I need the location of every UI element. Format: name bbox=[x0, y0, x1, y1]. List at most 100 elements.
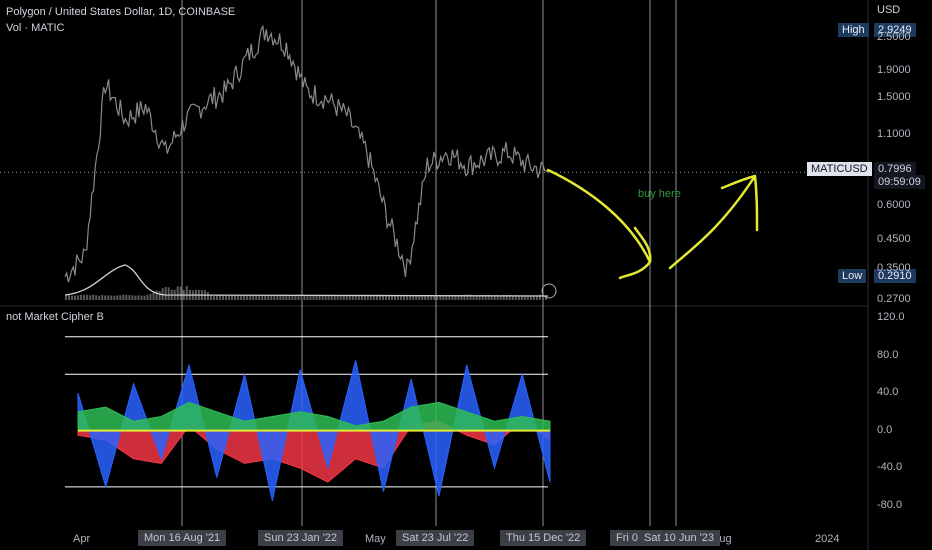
price-tick-label: 1.9000 bbox=[877, 63, 911, 76]
volume-bar bbox=[264, 294, 267, 300]
volume-bar bbox=[77, 295, 80, 300]
volume-bar bbox=[185, 285, 188, 300]
volume-bar bbox=[427, 294, 430, 300]
volume-bar bbox=[523, 295, 526, 300]
osc-tick-label: -80.0 bbox=[877, 498, 903, 511]
volume-bar bbox=[125, 294, 128, 300]
volume-bar bbox=[270, 295, 273, 300]
volume-bar bbox=[300, 295, 303, 300]
volume-bar bbox=[472, 295, 475, 300]
x-label-may: May bbox=[365, 533, 386, 545]
volume-bar bbox=[83, 294, 86, 300]
volume-bar bbox=[279, 295, 282, 300]
volume-bar bbox=[406, 295, 409, 300]
volume-bar bbox=[424, 295, 427, 300]
volume-bar bbox=[526, 295, 529, 300]
volume-ma-line bbox=[64, 264, 549, 297]
x-label-apr: Apr bbox=[73, 533, 91, 545]
volume-bar bbox=[409, 294, 412, 300]
volume-bar bbox=[403, 295, 406, 300]
countdown-label: 09:59:09 bbox=[874, 175, 925, 189]
volume-bar bbox=[363, 295, 366, 300]
volume-bar bbox=[357, 295, 360, 300]
volume-bar bbox=[104, 295, 107, 300]
up-arrow bbox=[668, 174, 759, 270]
volume-bar bbox=[412, 295, 415, 300]
volume-bar bbox=[517, 295, 520, 300]
osc-green-area bbox=[77, 401, 551, 432]
volume-bar bbox=[116, 295, 119, 300]
volume-bar bbox=[418, 295, 421, 300]
volume-bar bbox=[206, 292, 209, 300]
volume-bar bbox=[339, 295, 342, 300]
volume-bar bbox=[149, 293, 152, 300]
volume-bar bbox=[119, 295, 122, 300]
time-pill-4: Thu 15 Dec '22 bbox=[500, 530, 587, 546]
down-arrow bbox=[546, 168, 652, 280]
volume-bar bbox=[107, 295, 110, 300]
volume-bar bbox=[493, 295, 496, 300]
volume-bar bbox=[89, 295, 92, 300]
volume-bar bbox=[496, 294, 499, 300]
volume-bar bbox=[333, 294, 336, 300]
volume-bar bbox=[342, 294, 345, 300]
osc-blue-wave bbox=[77, 360, 551, 502]
volume-bar bbox=[330, 295, 333, 300]
volume-bar bbox=[336, 295, 339, 300]
volume-bar bbox=[351, 294, 354, 300]
volume-bar bbox=[131, 295, 134, 300]
volume-bar bbox=[155, 290, 158, 300]
volume-bar bbox=[143, 295, 146, 300]
volume-bar bbox=[514, 295, 517, 300]
volume-bar bbox=[541, 295, 544, 300]
volume-bar bbox=[101, 294, 104, 300]
volume-bar bbox=[92, 294, 95, 300]
volume-bar bbox=[288, 295, 291, 300]
volume-bar bbox=[360, 294, 363, 300]
time-pill-3: Sat 23 Jul '22 bbox=[396, 530, 475, 546]
volume-bar bbox=[481, 294, 484, 300]
volume-bar bbox=[324, 295, 327, 300]
volume-bar bbox=[110, 295, 113, 300]
volume-bar bbox=[454, 294, 457, 300]
high-value: 2.9249 bbox=[874, 23, 916, 37]
volume-bar bbox=[267, 294, 270, 300]
volume-bar bbox=[122, 294, 125, 300]
volume-bar bbox=[354, 295, 357, 300]
volume-bar bbox=[86, 294, 89, 300]
low-value: 0.2910 bbox=[874, 269, 916, 283]
volume-bar bbox=[249, 295, 252, 300]
volume-bar bbox=[535, 295, 538, 300]
volume-bar bbox=[285, 295, 288, 300]
volume-bar bbox=[520, 295, 523, 300]
volume-bar bbox=[421, 295, 424, 300]
volume-bar bbox=[445, 295, 448, 300]
volume-bar bbox=[508, 295, 511, 300]
osc-tick-label: -40.0 bbox=[877, 461, 903, 474]
volume-bar bbox=[255, 294, 258, 300]
volume-bar bbox=[475, 295, 478, 300]
volume-bar bbox=[381, 295, 384, 300]
time-pill-2: Sun 23 Jan '22 bbox=[258, 530, 344, 546]
volume-bar bbox=[113, 295, 116, 300]
volume-bar bbox=[258, 295, 261, 300]
volume-bar bbox=[511, 295, 514, 300]
volume-bar bbox=[499, 295, 502, 300]
indicator-label: not Market Cipher B bbox=[6, 311, 104, 323]
osc-tick-label: 0.0 bbox=[877, 423, 893, 436]
volume-bar bbox=[327, 295, 330, 300]
volume-bar bbox=[469, 294, 472, 300]
volume-bar bbox=[158, 291, 161, 300]
volume-bar bbox=[487, 294, 490, 300]
volume-bar bbox=[312, 295, 315, 300]
volume-bar bbox=[451, 295, 454, 300]
price-tick-label: 0.2700 bbox=[877, 293, 911, 305]
volume-bar bbox=[436, 295, 439, 300]
volume-bar bbox=[306, 295, 309, 300]
volume-bar bbox=[152, 291, 155, 300]
volume-bar bbox=[538, 294, 541, 300]
volume-bar bbox=[240, 295, 243, 300]
volume-bar bbox=[309, 295, 312, 300]
volume-bar bbox=[478, 295, 481, 300]
time-pill-1: Mon 16 Aug '21 bbox=[138, 530, 227, 546]
